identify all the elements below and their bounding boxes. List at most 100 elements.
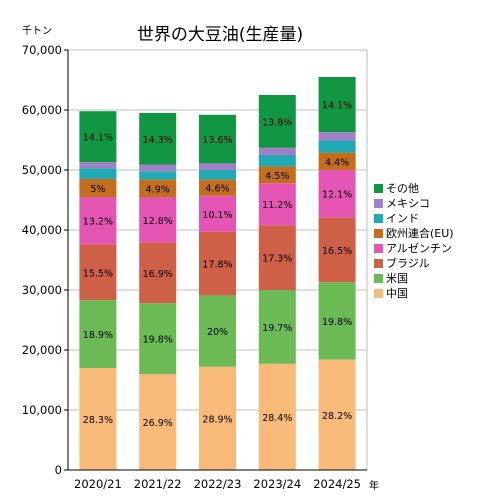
- bar-segment: [79, 162, 117, 169]
- data-label: 14.1%: [83, 133, 113, 144]
- bar-segment: [139, 242, 177, 304]
- bar-segment: [79, 197, 117, 245]
- legend-swatch: [374, 259, 383, 268]
- data-label: 28.3%: [83, 415, 113, 426]
- legend-swatch: [374, 274, 383, 283]
- bar-segment: [199, 170, 236, 180]
- bar-segment: [199, 231, 236, 296]
- data-label: 13.2%: [83, 217, 113, 228]
- bar-segment: [258, 363, 296, 470]
- data-label: 5%: [90, 184, 105, 195]
- bar-segment: [199, 366, 236, 470]
- bar-segment: [79, 179, 117, 197]
- bar-segment: [139, 113, 177, 165]
- data-label: 17.8%: [202, 260, 232, 271]
- data-label: 28.2%: [322, 411, 352, 422]
- data-label: 12.8%: [143, 216, 173, 227]
- legend-entry: ブラジル: [386, 256, 430, 270]
- legend-swatch: [374, 289, 383, 298]
- legend-entry: 米国: [386, 272, 408, 285]
- x-unit-label: 年: [369, 479, 379, 492]
- x-tick-label: 2021/22: [134, 477, 182, 491]
- x-tick-label: 2024/25: [313, 477, 361, 491]
- bar-segment: [139, 374, 177, 470]
- bar-segment: [318, 359, 356, 470]
- x-axis: 2020/21 2021/22 2022/23 2023/24 2024/25: [68, 469, 367, 491]
- data-label: 10.1%: [202, 210, 232, 221]
- bar-segment: [199, 295, 236, 367]
- bar-segment: [318, 170, 356, 218]
- bars: 28.3% 18.9% 15.5% 13.2% 5% 14.1% 26.9% 19.8% 16.…: [79, 77, 356, 470]
- data-label: 26.9%: [143, 418, 173, 429]
- bar-segment: [318, 152, 356, 170]
- data-label: 16.5%: [322, 246, 352, 257]
- data-label: 19.8%: [322, 317, 352, 328]
- bar-segment: [139, 303, 177, 374]
- x-tick-label: 2023/24: [253, 477, 301, 491]
- bar-segment: [79, 168, 117, 179]
- legend-swatch: [374, 229, 383, 238]
- y-unit-label: 千トン: [22, 25, 52, 37]
- bar-segment: [199, 179, 236, 196]
- bar-segment: [318, 77, 356, 133]
- data-label: 19.8%: [143, 335, 173, 346]
- data-label: 28.9%: [202, 414, 232, 425]
- bar-segment: [199, 114, 236, 164]
- legend-entry: その他: [386, 182, 419, 195]
- data-label: 13.8%: [262, 117, 292, 128]
- y-tick-label: 40,000: [22, 223, 62, 237]
- legend-entry: メキシコ: [386, 197, 430, 210]
- legend-entry: 欧州連合(EU): [386, 226, 454, 240]
- bar-segment: [139, 164, 177, 172]
- legend-swatch: [374, 244, 383, 253]
- data-label: 11.2%: [262, 200, 292, 211]
- bar-segment: [258, 225, 296, 290]
- y-axis: 0 10,000 20,000 30,000 40,000 50,000 60,000 70,…: [22, 43, 368, 477]
- bar-segment: [199, 163, 236, 170]
- legend-swatch: [374, 214, 383, 223]
- y-tick-label: 0: [55, 463, 62, 477]
- data-label: 15.5%: [83, 268, 113, 279]
- bar-segment: [139, 179, 177, 197]
- data-label: 13.6%: [202, 135, 232, 146]
- bar-segment: [139, 171, 177, 180]
- bar-segment: [199, 195, 236, 232]
- legend-swatch: [374, 184, 383, 193]
- legend-entry: インド: [386, 212, 419, 225]
- bar-segment: [258, 290, 296, 364]
- y-tick-label: 70,000: [22, 43, 62, 57]
- data-label: 4.9%: [146, 184, 170, 195]
- data-label: 4.5%: [265, 171, 289, 182]
- x-tick-label: 2020/21: [74, 477, 122, 491]
- y-tick-label: 20,000: [22, 343, 62, 357]
- data-label: 14.3%: [143, 135, 173, 146]
- bar-segment: [258, 166, 296, 184]
- y-tick-label: 60,000: [22, 103, 62, 117]
- chart-title: 世界の大豆油(生産量): [137, 25, 303, 45]
- bar-segment: [318, 132, 356, 141]
- bar-segment: [258, 183, 296, 226]
- data-label: 20%: [207, 327, 228, 338]
- x-tick-label: 2022/23: [194, 477, 242, 491]
- bar-segment: [258, 147, 296, 155]
- legend-swatch: [374, 199, 383, 208]
- bar-segment: [79, 244, 117, 301]
- bar-segment: [79, 300, 117, 368]
- y-tick-label: 30,000: [22, 283, 62, 297]
- bar-segment: [258, 155, 296, 167]
- bar-segment: [318, 282, 356, 360]
- data-label: 19.7%: [262, 323, 292, 334]
- bar-segment: [318, 217, 356, 283]
- data-label: 16.9%: [143, 269, 173, 280]
- y-tick-label: 10,000: [22, 403, 62, 417]
- data-label: 4.4%: [325, 157, 349, 168]
- data-label: 4.6%: [205, 184, 229, 195]
- legend-entry: アルゼンチン: [386, 242, 452, 255]
- data-label: 12.1%: [322, 190, 352, 201]
- bar-segment: [318, 140, 356, 153]
- data-label: 18.9%: [83, 330, 113, 341]
- y-tick-label: 50,000: [22, 163, 62, 177]
- data-label: 28.4%: [262, 413, 292, 424]
